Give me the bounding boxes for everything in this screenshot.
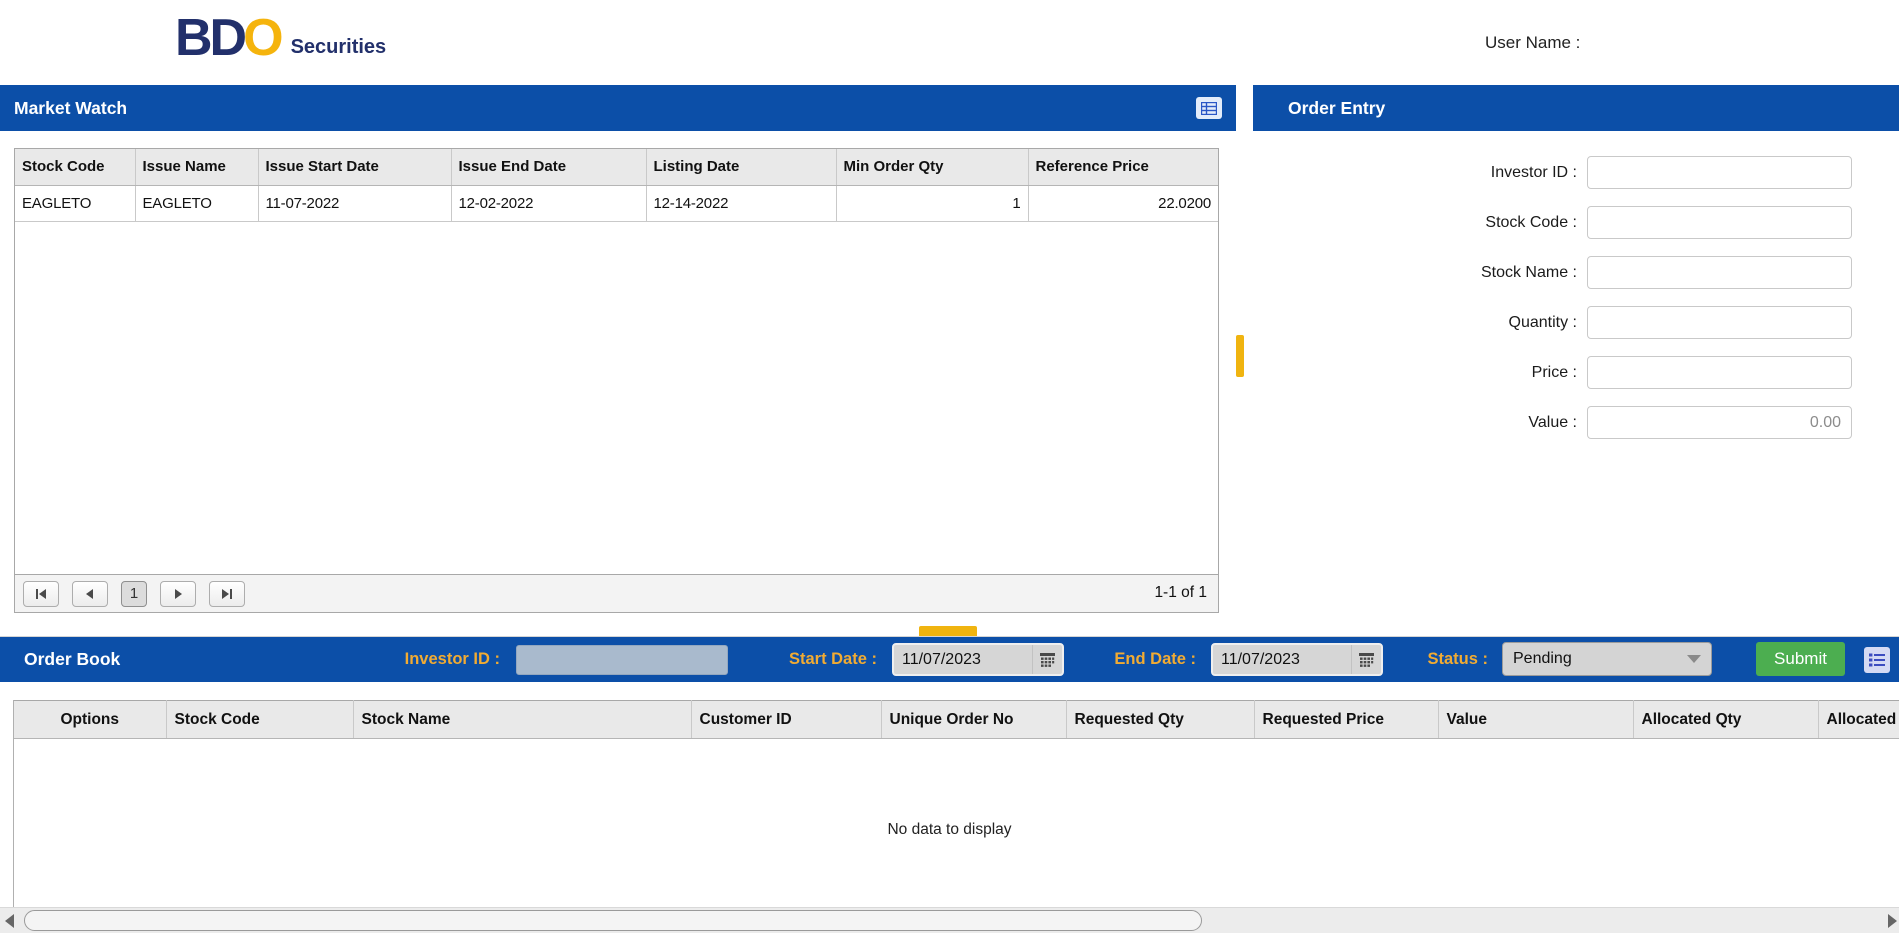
col-allocated-qty[interactable]: Allocated Qty <box>1633 700 1819 739</box>
order-book-investor-id-input[interactable] <box>516 645 728 675</box>
col-customer-id[interactable]: Customer ID <box>691 700 882 739</box>
investor-id-field[interactable] <box>1587 156 1852 189</box>
cell-stock-code: EAGLETO <box>15 185 136 222</box>
prev-page-icon <box>86 588 93 599</box>
logo-text-o: O <box>243 9 284 67</box>
logo-text-bd: BD <box>175 9 247 67</box>
cell-issue-end-date: 12-02-2022 <box>451 185 647 222</box>
order-book-title: Order Book <box>24 649 121 669</box>
cell-reference-price: 22.0200 <box>1028 185 1218 222</box>
value-field[interactable] <box>1587 406 1852 439</box>
logo-text-securities: Securities <box>290 36 387 58</box>
col-unique-order-no[interactable]: Unique Order No <box>881 700 1067 739</box>
end-date-calendar-button[interactable] <box>1351 645 1381 674</box>
horizontal-scrollbar[interactable] <box>0 907 1899 933</box>
market-watch-title: Market Watch <box>14 98 128 118</box>
value-label: Value : <box>1528 414 1577 431</box>
end-date-field[interactable] <box>1211 643 1383 676</box>
pager-next-button[interactable] <box>160 580 196 607</box>
status-selected-value: Pending <box>1513 650 1572 667</box>
col-options[interactable]: Options <box>14 700 167 739</box>
col-stock-code[interactable]: Stock Code <box>166 700 354 739</box>
order-book-table: Options Stock Code Stock Name Customer I… <box>13 700 1899 907</box>
col-issue-end-date[interactable]: Issue End Date <box>451 149 647 186</box>
list-icon <box>1869 653 1885 667</box>
user-name-label: User Name : <box>1485 33 1581 52</box>
col-reference-price[interactable]: Reference Price <box>1028 149 1218 186</box>
col-requested-qty[interactable]: Requested Qty <box>1066 700 1255 739</box>
pager-summary: 1-1 of 1 <box>1154 584 1207 601</box>
calendar-icon <box>1040 652 1055 667</box>
table-row[interactable]: EAGLETO EAGLETO 11-07-2022 12-02-2022 12… <box>15 185 1218 222</box>
stock-name-field[interactable] <box>1587 256 1852 289</box>
col-value[interactable]: Value <box>1438 700 1634 739</box>
market-watch-grid-icon[interactable] <box>1196 97 1222 119</box>
cell-listing-date: 12-14-2022 <box>646 185 837 222</box>
pager-page-button[interactable]: 1 <box>121 580 147 607</box>
col-stock-name[interactable]: Stock Name <box>353 700 692 739</box>
quantity-field[interactable] <box>1587 306 1852 339</box>
col-requested-price[interactable]: Requested Price <box>1254 700 1439 739</box>
market-watch-header-bar: Market Watch <box>0 85 1236 131</box>
chevron-down-icon <box>1687 655 1701 663</box>
horizontal-splitter <box>0 636 1899 637</box>
first-page-icon <box>36 588 46 599</box>
col-stock-code[interactable]: Stock Code <box>15 149 136 186</box>
no-data-message: No data to display <box>887 821 1012 838</box>
start-date-input[interactable] <box>894 650 1032 669</box>
cell-min-order-qty: 1 <box>836 185 1029 222</box>
ob-investor-id-label: Investor ID : <box>404 650 500 668</box>
order-entry-title: Order Entry <box>1288 98 1386 118</box>
cell-issue-name: EAGLETO <box>135 185 259 222</box>
pager-last-button[interactable] <box>209 580 245 607</box>
investor-id-label: Investor ID : <box>1490 164 1577 181</box>
end-date-input[interactable] <box>1213 650 1351 669</box>
price-label: Price : <box>1531 364 1577 381</box>
price-field[interactable] <box>1587 356 1852 389</box>
table-icon <box>1201 101 1217 115</box>
stock-name-label: Stock Name : <box>1480 264 1577 281</box>
scroll-right-icon[interactable] <box>1888 914 1897 928</box>
order-book-list-icon[interactable] <box>1864 647 1890 673</box>
status-dropdown[interactable]: Pending <box>1502 642 1712 676</box>
stock-code-label: Stock Code : <box>1485 214 1577 231</box>
col-issue-name[interactable]: Issue Name <box>135 149 259 186</box>
next-page-icon <box>175 588 182 599</box>
col-min-order-qty[interactable]: Min Order Qty <box>836 149 1029 186</box>
pager-first-button[interactable] <box>23 580 59 607</box>
scrollbar-thumb[interactable] <box>24 910 1202 931</box>
market-watch-table: Stock Code Issue Name Issue Start Date I… <box>14 148 1219 575</box>
start-date-calendar-button[interactable] <box>1032 645 1062 674</box>
ob-status-label: Status : <box>1427 650 1488 668</box>
col-issue-start-date[interactable]: Issue Start Date <box>258 149 452 186</box>
col-listing-date[interactable]: Listing Date <box>646 149 837 186</box>
market-watch-header-row: Stock Code Issue Name Issue Start Date I… <box>15 149 1218 186</box>
scroll-left-icon[interactable] <box>5 914 14 928</box>
submit-button[interactable]: Submit <box>1756 642 1845 676</box>
quantity-label: Quantity : <box>1508 314 1577 331</box>
horizontal-splitter-handle[interactable] <box>919 626 977 636</box>
order-entry-header-bar: Order Entry <box>1253 85 1899 131</box>
pager-prev-button[interactable] <box>72 580 108 607</box>
start-date-field[interactable] <box>892 643 1064 676</box>
order-book-header-row: Options Stock Code Stock Name Customer I… <box>14 700 1899 739</box>
app-header: BD O Securities User Name : <box>0 0 1899 85</box>
ob-start-date-label: Start Date : <box>788 650 877 668</box>
panel-splitter-handle[interactable] <box>1236 335 1244 377</box>
bdo-securities-logo: BD O Securities <box>175 12 386 64</box>
calendar-icon <box>1359 652 1374 667</box>
last-page-icon <box>222 588 232 599</box>
market-watch-pager: 1 1-1 of 1 <box>14 575 1219 613</box>
col-allocated-price[interactable]: Allocated Price <box>1818 700 1899 739</box>
ob-end-date-label: End Date : <box>1114 650 1196 668</box>
cell-issue-start-date: 11-07-2022 <box>258 185 452 222</box>
stock-code-field[interactable] <box>1587 206 1852 239</box>
